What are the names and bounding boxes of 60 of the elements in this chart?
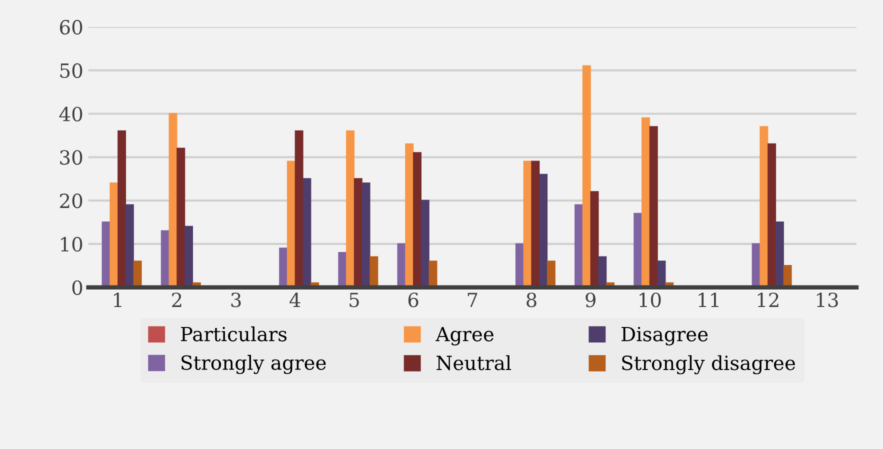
- x-tick-label: 13: [816, 292, 838, 308]
- bar: [598, 256, 607, 288]
- bar: [362, 182, 370, 288]
- bar: [775, 222, 784, 288]
- bar: [531, 160, 540, 288]
- y-tick-label: 10: [61, 236, 82, 252]
- x-tick-label: 5: [350, 292, 359, 308]
- bar: [294, 130, 304, 288]
- bar: [118, 130, 126, 288]
- legend-label: Strongly disagree: [622, 355, 796, 374]
- legend-label: Disagree: [622, 326, 708, 346]
- bar: [574, 204, 584, 288]
- y-tick-label: 30: [60, 150, 82, 165]
- y-tick-label: 20: [60, 194, 82, 208]
- x-tick-label: 3: [231, 292, 241, 308]
- bar: [176, 148, 186, 288]
- bar: [413, 152, 422, 288]
- bar: [546, 260, 556, 288]
- bar: [649, 126, 658, 288]
- legend-label: Agree: [436, 326, 494, 346]
- bar: [582, 65, 591, 288]
- bar: [160, 230, 170, 288]
- bar: [286, 160, 296, 288]
- y-tick-label: 60: [60, 20, 82, 35]
- bar: [338, 252, 347, 288]
- bar: [760, 126, 768, 288]
- y-tick-label: 40: [59, 106, 82, 122]
- x-tick-label: 7: [468, 292, 478, 307]
- legend-label: Strongly agree: [182, 354, 326, 374]
- bar: [642, 117, 650, 288]
- bar: [184, 226, 193, 288]
- bar: [590, 191, 599, 288]
- bar: [420, 200, 430, 288]
- bar: [768, 143, 776, 288]
- bar: [125, 204, 134, 288]
- x-tick-label: 1: [114, 292, 122, 307]
- bar: [133, 260, 142, 288]
- y-tick-label: 50: [60, 63, 82, 78]
- x-tick-label: 12: [758, 292, 778, 307]
- legend-label: Particulars: [180, 326, 287, 342]
- bar: [515, 243, 524, 288]
- x-tick-label: 10: [640, 292, 661, 308]
- legend-label: Neutral: [436, 355, 512, 370]
- bar: [539, 174, 548, 288]
- y-tick-label: 0: [72, 280, 82, 296]
- bar: [405, 143, 414, 288]
- bar: [279, 248, 288, 288]
- bar: [634, 212, 642, 288]
- bar: [783, 264, 792, 288]
- x-tick-label: 6: [408, 292, 418, 308]
- x-tick-label: 9: [586, 292, 596, 308]
- bar: [354, 178, 362, 288]
- x-tick-label: 8: [526, 292, 536, 308]
- bar: [346, 130, 355, 288]
- x-tick-label: 2: [172, 292, 182, 307]
- bar: [302, 178, 312, 288]
- bar: [110, 182, 118, 288]
- x-tick-label: 11: [698, 292, 718, 307]
- x-tick-label: 4: [290, 292, 300, 307]
- bar: [370, 256, 378, 288]
